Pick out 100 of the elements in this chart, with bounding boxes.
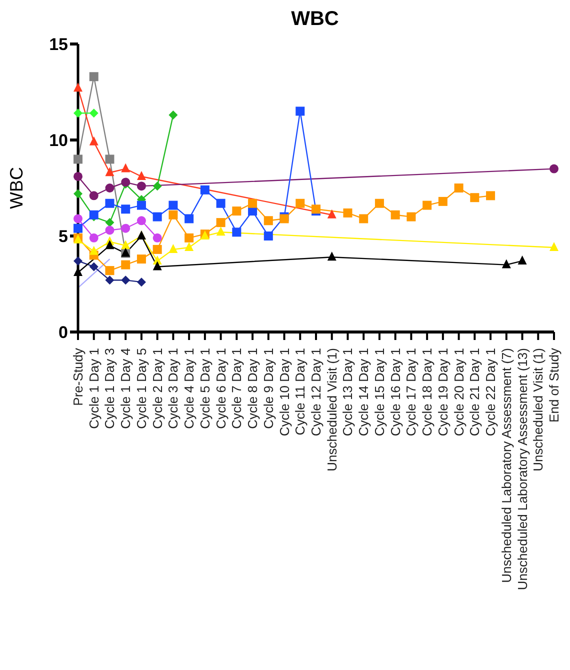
- point: [121, 204, 130, 214]
- point: [74, 172, 82, 181]
- point: [121, 260, 130, 270]
- point: [184, 242, 194, 252]
- point: [152, 212, 162, 222]
- x-tick-label: Cycle 7 Day 1: [229, 348, 244, 429]
- point: [454, 184, 464, 192]
- x-tick-label: Cycle 22 Day 1: [483, 348, 498, 436]
- point: [232, 206, 242, 216]
- point: [136, 278, 146, 287]
- x-tick-label: Cycle 3 Day 1: [166, 348, 181, 429]
- point: [502, 259, 511, 268]
- point: [105, 198, 114, 208]
- point: [152, 182, 162, 191]
- y-tick-label: 5: [58, 227, 68, 246]
- x-tick-label: Cycle 12 Day 1: [308, 348, 324, 436]
- point: [374, 198, 384, 208]
- x-tick-label: Cycle 2 Day 1: [150, 348, 165, 429]
- x-tick-label: Cycle 10 Day 1: [276, 348, 292, 436]
- x-tick-label: Pre-Study: [70, 348, 86, 406]
- point: [200, 185, 210, 194]
- x-tick-label: Cycle 17 Day 1: [404, 348, 419, 436]
- point: [89, 136, 98, 146]
- x-tick-label: Cycle 16 Day 1: [388, 348, 403, 436]
- x-tick-label: Cycle 11 Day 1: [292, 348, 308, 436]
- point: [184, 214, 194, 224]
- point: [105, 240, 114, 250]
- point: [518, 255, 527, 264]
- point: [89, 72, 98, 82]
- point: [216, 226, 226, 236]
- point: [74, 82, 82, 92]
- point: [105, 184, 114, 192]
- point: [343, 208, 352, 218]
- point: [422, 200, 432, 210]
- x-tick-label: Cycle 1 Day 5: [134, 348, 149, 429]
- point: [105, 154, 114, 164]
- x-tick-label: Cycle 14 Day 1: [356, 348, 372, 436]
- point: [105, 266, 114, 276]
- point: [486, 191, 496, 200]
- x-tick-label: End of Study: [546, 348, 562, 422]
- point: [296, 198, 305, 208]
- point: [136, 170, 146, 180]
- point: [152, 233, 162, 242]
- point: [74, 108, 82, 118]
- x-tick-label: Cycle 4 Day 1: [182, 348, 197, 429]
- point: [438, 196, 448, 206]
- point: [264, 232, 273, 240]
- point: [89, 246, 98, 255]
- point: [136, 254, 146, 264]
- point: [74, 256, 82, 266]
- y-tick-label: 15: [49, 35, 68, 54]
- x-tick-label: Cycle 15 Day 1: [372, 348, 387, 436]
- point: [74, 224, 82, 233]
- point: [406, 212, 416, 222]
- point: [136, 216, 146, 226]
- y-axis-title: WBC: [6, 167, 26, 209]
- point: [105, 167, 114, 176]
- point: [216, 218, 226, 228]
- x-tick-label: Unscheduled Laboratory Assessment (7): [498, 348, 514, 583]
- point: [168, 244, 178, 253]
- point: [550, 164, 558, 174]
- point: [168, 210, 178, 220]
- point: [89, 262, 98, 272]
- point: [359, 214, 368, 224]
- x-tick-label: Cycle 18 Day 1: [420, 348, 435, 436]
- point: [121, 240, 130, 250]
- x-tick-label: Cycle 5 Day 1: [197, 348, 212, 429]
- point: [168, 200, 178, 210]
- x-tick-label: Cycle 8 Day 1: [245, 348, 260, 429]
- point: [168, 110, 178, 120]
- point: [232, 228, 242, 237]
- point: [152, 261, 162, 270]
- point: [216, 198, 226, 208]
- point: [121, 224, 130, 233]
- x-tick-label: Cycle 1 Day 3: [102, 348, 118, 429]
- x-tick-label: Unscheduled Visit (1): [530, 348, 546, 472]
- x-tick-label: Cycle 1 Day 4: [118, 348, 134, 429]
- y-tick-label: 0: [58, 323, 68, 342]
- x-tick-label: Unscheduled Visit (1): [324, 348, 340, 472]
- point: [184, 233, 194, 242]
- point: [74, 214, 82, 224]
- point: [89, 233, 98, 242]
- point: [121, 163, 130, 172]
- x-tick-label: Cycle 13 Day 1: [340, 348, 356, 436]
- point: [105, 276, 114, 285]
- point: [121, 276, 130, 285]
- point: [105, 226, 114, 235]
- x-tick-label: Cycle 19 Day 1: [435, 348, 450, 436]
- point: [74, 189, 82, 198]
- point: [550, 242, 558, 252]
- point: [296, 106, 305, 116]
- x-tick-label: Cycle 20 Day 1: [451, 348, 466, 436]
- x-tick-label: Cycle 9 Day 1: [260, 348, 276, 429]
- point: [89, 108, 98, 118]
- y-tick-label: 10: [49, 131, 68, 150]
- point: [74, 154, 82, 164]
- x-tick-label: Cycle 1 Day 1: [86, 348, 102, 429]
- point: [136, 182, 146, 191]
- point: [327, 209, 336, 218]
- chart-title: WBC: [290, 8, 340, 32]
